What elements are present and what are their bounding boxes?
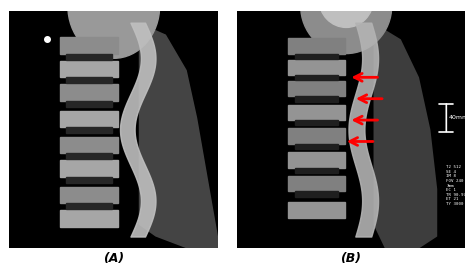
- Bar: [66, 101, 112, 107]
- Circle shape: [301, 0, 392, 53]
- Bar: [60, 85, 118, 101]
- Bar: [288, 105, 345, 120]
- Text: T2 512
SE 4
IM 8
FOV 240
3mm
EC 1
TR 90.97
ET 21
TY 3000: T2 512 SE 4 IM 8 FOV 240 3mm EC 1 TR 90.…: [447, 165, 466, 206]
- Bar: [295, 120, 338, 125]
- Polygon shape: [374, 23, 437, 248]
- Bar: [60, 61, 118, 77]
- Bar: [60, 37, 118, 53]
- Text: 40mm: 40mm: [448, 115, 469, 120]
- Bar: [288, 202, 345, 218]
- Text: (A): (A): [103, 252, 124, 265]
- Bar: [66, 127, 112, 133]
- Bar: [60, 160, 118, 177]
- Bar: [60, 137, 118, 153]
- Bar: [66, 53, 112, 59]
- Circle shape: [68, 0, 160, 58]
- Polygon shape: [139, 23, 218, 248]
- Bar: [66, 177, 112, 183]
- Bar: [60, 187, 118, 203]
- Bar: [295, 53, 338, 59]
- Bar: [288, 176, 345, 191]
- Bar: [66, 153, 112, 159]
- Bar: [295, 75, 338, 80]
- Bar: [288, 59, 345, 75]
- Bar: [288, 38, 345, 53]
- Bar: [66, 77, 112, 83]
- Bar: [295, 96, 338, 102]
- Bar: [295, 191, 338, 197]
- Text: (B): (B): [340, 252, 361, 265]
- Bar: [295, 168, 338, 173]
- Bar: [60, 111, 118, 127]
- Bar: [288, 152, 345, 168]
- Bar: [295, 144, 338, 149]
- Bar: [66, 203, 112, 209]
- Bar: [288, 129, 345, 144]
- Bar: [288, 81, 345, 96]
- Circle shape: [319, 0, 374, 28]
- Bar: [60, 210, 118, 227]
